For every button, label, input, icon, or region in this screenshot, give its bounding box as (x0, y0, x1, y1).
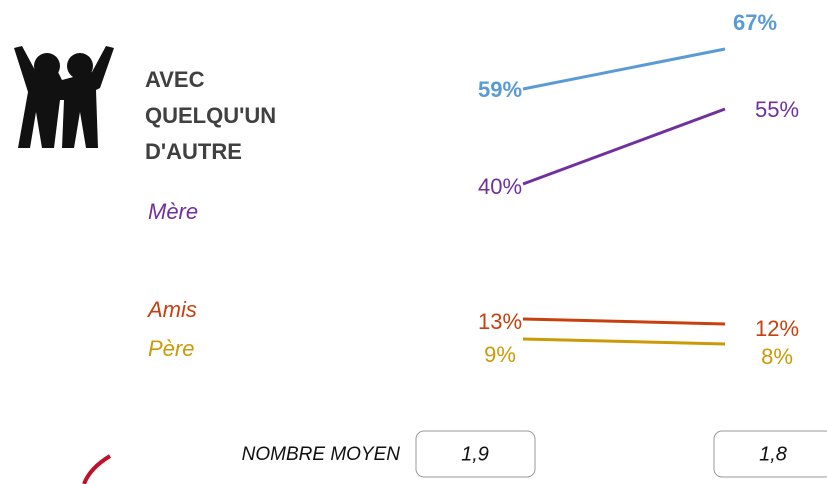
red-mark (82, 454, 112, 484)
value-label: 12% (755, 316, 799, 341)
average-value: 1,8 (759, 443, 787, 465)
series-label: Mère (148, 199, 198, 224)
slope-line (522, 337, 726, 346)
people-icon (14, 46, 114, 148)
slope-line (522, 317, 726, 326)
series-title: AVEC QUELQU'UN D'AUTRE (145, 67, 277, 164)
average-box (713, 430, 827, 478)
average-box (415, 430, 536, 478)
value-label: 59% (478, 77, 522, 102)
slope-line (522, 107, 726, 186)
value-label: 13% (478, 309, 522, 334)
series-label: Père (148, 336, 194, 361)
value-label: 55% (755, 97, 799, 122)
value-label: 9% (484, 342, 516, 367)
value-label: 67% (733, 10, 777, 35)
average-value: 1,9 (461, 443, 489, 465)
average-label: NOMBRE MOYEN (242, 444, 401, 465)
value-label: 40% (478, 174, 522, 199)
series-label: Amis (146, 297, 197, 322)
value-label: 8% (761, 344, 793, 369)
slope-line (522, 47, 726, 91)
